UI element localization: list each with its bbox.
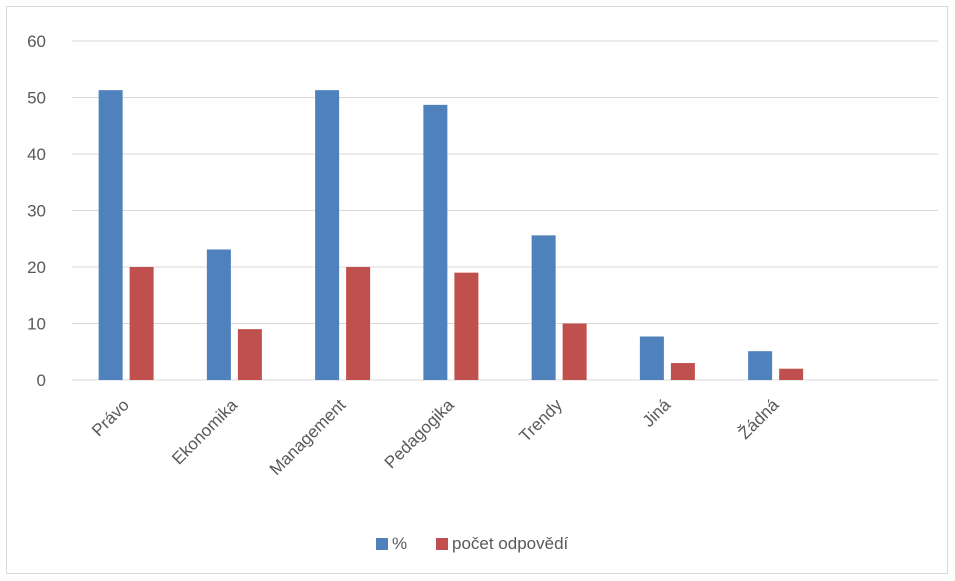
y-tick-label: 60 (27, 32, 46, 51)
legend-swatch (436, 538, 448, 550)
bar-count (779, 368, 804, 380)
y-tick-label: 50 (27, 89, 46, 108)
bar-count (237, 329, 262, 380)
bar-percent (423, 104, 448, 380)
bar-percent (315, 90, 340, 380)
legend-swatch (376, 538, 388, 550)
x-tick-label: Žádná (735, 395, 783, 443)
bar-count (562, 323, 587, 380)
y-tick-label: 40 (27, 145, 46, 164)
bar-count (129, 267, 154, 380)
bar-percent (748, 351, 773, 380)
y-tick-label: 20 (27, 258, 46, 277)
bar-percent (98, 90, 123, 380)
bar-count (346, 267, 371, 380)
x-tick-label: Jiná (639, 395, 675, 431)
x-tick-label: Management (266, 395, 350, 479)
y-tick-label: 10 (27, 315, 46, 334)
x-tick-label: Ekonomika (168, 395, 241, 468)
bar-count (454, 272, 479, 380)
bar-count (670, 363, 695, 380)
legend-label: počet odpovědí (452, 534, 569, 553)
bar-percent (531, 235, 556, 380)
x-tick-label: Trendy (516, 395, 567, 446)
bar-percent (206, 249, 231, 380)
x-tick-label: Pedagogika (381, 395, 458, 472)
x-tick-label: Právo (88, 395, 133, 440)
y-tick-label: 30 (27, 202, 46, 221)
bar-percent (639, 336, 664, 380)
y-tick-label: 0 (37, 371, 46, 390)
legend-label: % (392, 534, 407, 553)
